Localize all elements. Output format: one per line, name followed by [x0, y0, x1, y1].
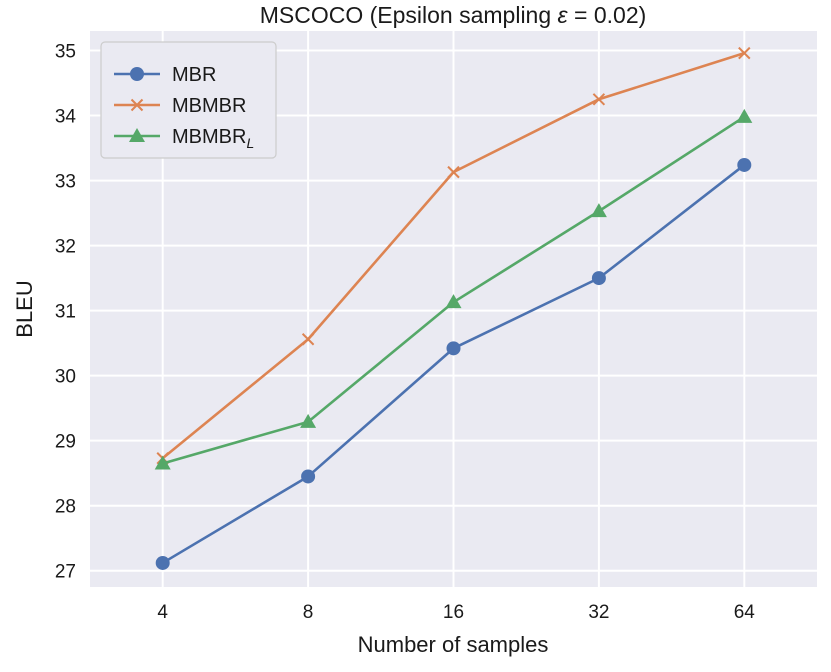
x-tick-label: 64 [734, 602, 756, 623]
data-point [736, 108, 753, 123]
y-tick-label: 33 [55, 172, 76, 193]
y-tick-label: 35 [55, 42, 76, 63]
legend-marker [130, 67, 144, 81]
data-point [301, 333, 315, 346]
y-tick-label: 29 [55, 432, 76, 453]
data-point [591, 271, 606, 286]
y-tick-label: 28 [55, 497, 76, 518]
legend-box [100, 41, 277, 159]
legend-item: MBMBRL [114, 126, 254, 151]
y-axis-label: BLEU [12, 280, 37, 337]
data-point [445, 294, 462, 309]
y-tick-label: 32 [55, 237, 76, 258]
data-point [155, 555, 170, 570]
y-tick-label: 30 [55, 367, 76, 388]
y-tick-label: 27 [55, 562, 76, 583]
data-point [738, 46, 751, 60]
marker-stroke [301, 333, 315, 346]
y-tick-label: 34 [55, 107, 77, 128]
marker-stroke [447, 165, 460, 179]
legend-item: MBR [114, 64, 216, 86]
series-1 [155, 157, 752, 570]
data-point [446, 341, 461, 356]
x-tick-label: 4 [157, 602, 168, 623]
x-axis-label: Number of samples [358, 632, 549, 657]
legend-label: MBMBR [172, 95, 246, 117]
marker-stroke [130, 98, 144, 112]
y-tick-label: 31 [55, 302, 76, 323]
series-layer [154, 46, 753, 570]
ticks: 4 8 16 32 64 27 28 29 30 31 32 33 34 35 [55, 42, 755, 623]
legend-label: MBR [172, 64, 216, 86]
legend-label: MBMBRL [172, 126, 254, 151]
legend-marker [129, 128, 145, 142]
legend-marker [130, 98, 144, 112]
marker-stroke [738, 46, 751, 60]
data-point [300, 413, 317, 428]
data-point [737, 157, 752, 172]
data-point [154, 455, 171, 470]
legend: MBR MBMBR MBMBRL [100, 41, 277, 159]
data-point [447, 165, 460, 179]
series-3 [154, 108, 753, 470]
x-tick-label: 32 [588, 602, 609, 623]
legend-item: MBMBR [114, 95, 246, 117]
data-point [592, 93, 606, 106]
data-point [301, 469, 316, 484]
x-tick-label: 8 [303, 602, 314, 623]
marker-stroke [592, 93, 606, 106]
chart-title: MSCOCO (Epsilon sampling ε = 0.02) [260, 2, 647, 28]
grid [90, 31, 817, 587]
x-tick-label: 16 [443, 602, 464, 623]
data-point [590, 203, 607, 218]
